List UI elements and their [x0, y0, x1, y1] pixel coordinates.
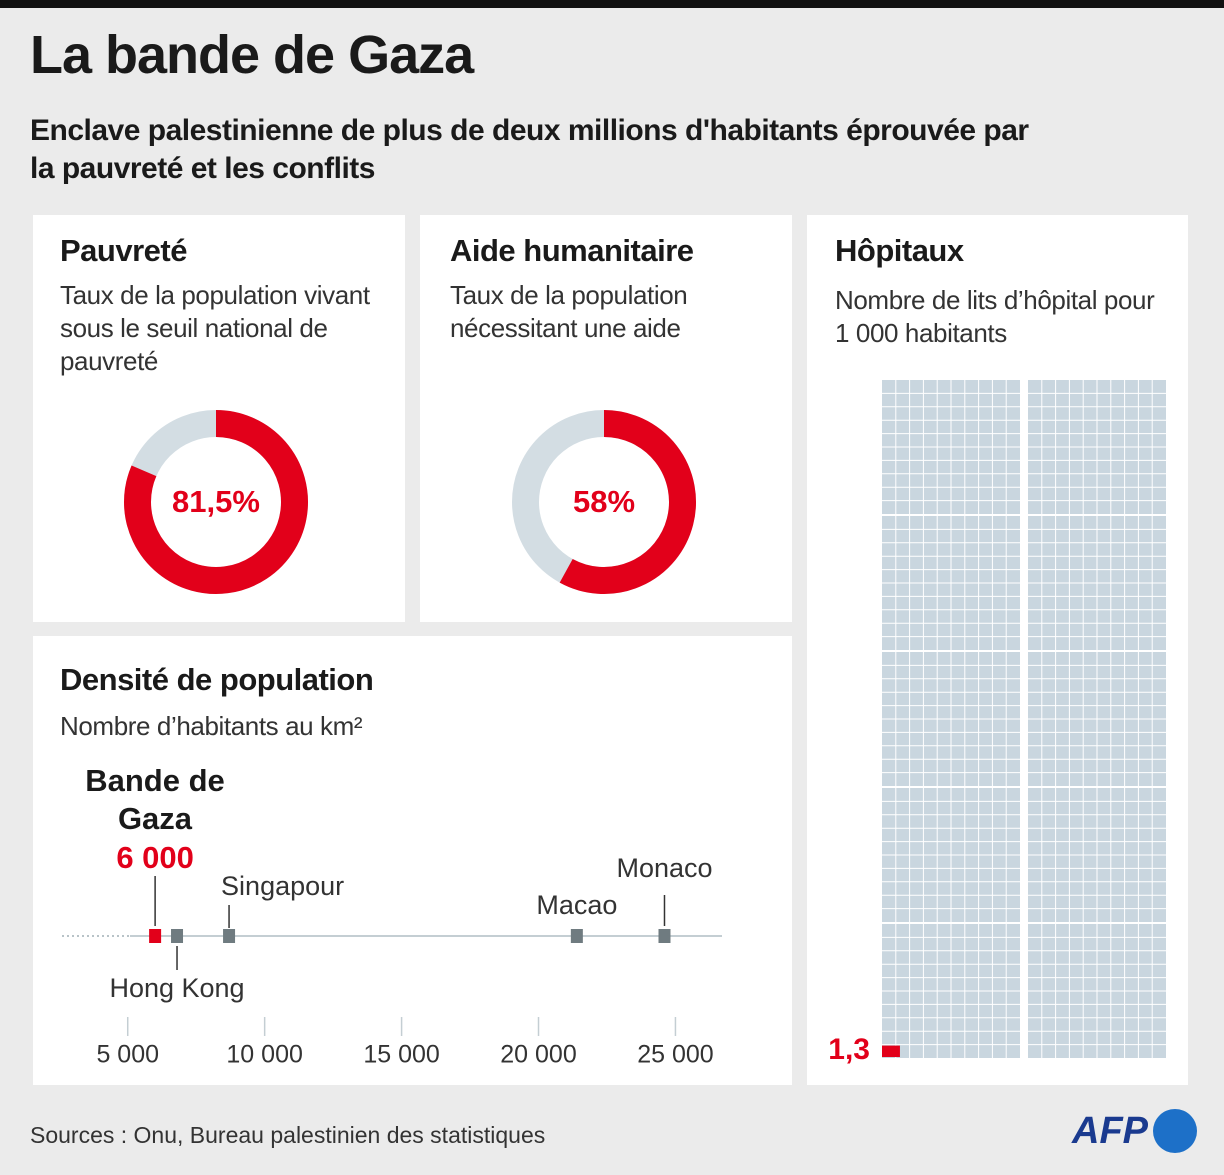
dot	[658, 929, 671, 943]
panel-title: Hôpitaux	[835, 233, 964, 268]
dot	[149, 929, 162, 943]
panel-title: Aide humanitaire	[450, 233, 694, 268]
category-label: Singapour	[221, 871, 344, 901]
panel-title: Pauvreté	[60, 233, 187, 268]
top-bar	[0, 0, 1224, 8]
value-label: 6 000	[116, 840, 194, 875]
category-label: Monaco	[616, 853, 712, 883]
x-tick-label: 10 000	[226, 1041, 302, 1069]
panel-subtitle: Nombre d’habitants au km²	[60, 711, 363, 741]
highlight-label: Bande de Gaza	[85, 763, 225, 836]
subtitle: Enclave palestinienne de plus de deux mi…	[30, 114, 1029, 185]
donut-label: 58%	[573, 484, 635, 519]
waffle-label: 1,3	[828, 1033, 870, 1066]
panel-subtitle: Taux de la population nécessitant une ai…	[450, 280, 688, 343]
x-tick-label: 5 000	[96, 1041, 159, 1069]
source: Sources : Onu, Bureau palestinien des st…	[30, 1122, 546, 1148]
category-label: Macao	[536, 890, 617, 920]
panel-subtitle: Nombre de lits d’hôpital pour 1 000 habi…	[835, 285, 1155, 348]
donut-label: 81,5%	[172, 484, 260, 519]
panel-subtitle: Taux de la population vivant sous le seu…	[60, 280, 370, 376]
waffle-value	[882, 1045, 900, 1057]
donut-segment	[124, 410, 308, 594]
x-tick-label: 20 000	[500, 1041, 576, 1069]
x-tick-label: 25 000	[637, 1041, 713, 1069]
panel-title: Densité de population	[60, 662, 374, 697]
dot	[171, 929, 184, 943]
x-tick-label: 15 000	[363, 1041, 439, 1069]
logo: AFP	[1071, 1110, 1149, 1152]
dot	[223, 929, 236, 943]
dot	[570, 929, 583, 943]
category-label: Hong Kong	[109, 973, 244, 1003]
title: La bande de Gaza	[30, 25, 474, 85]
panel	[33, 636, 792, 1085]
logo-dot	[1153, 1109, 1197, 1153]
donut-segment	[559, 410, 696, 594]
